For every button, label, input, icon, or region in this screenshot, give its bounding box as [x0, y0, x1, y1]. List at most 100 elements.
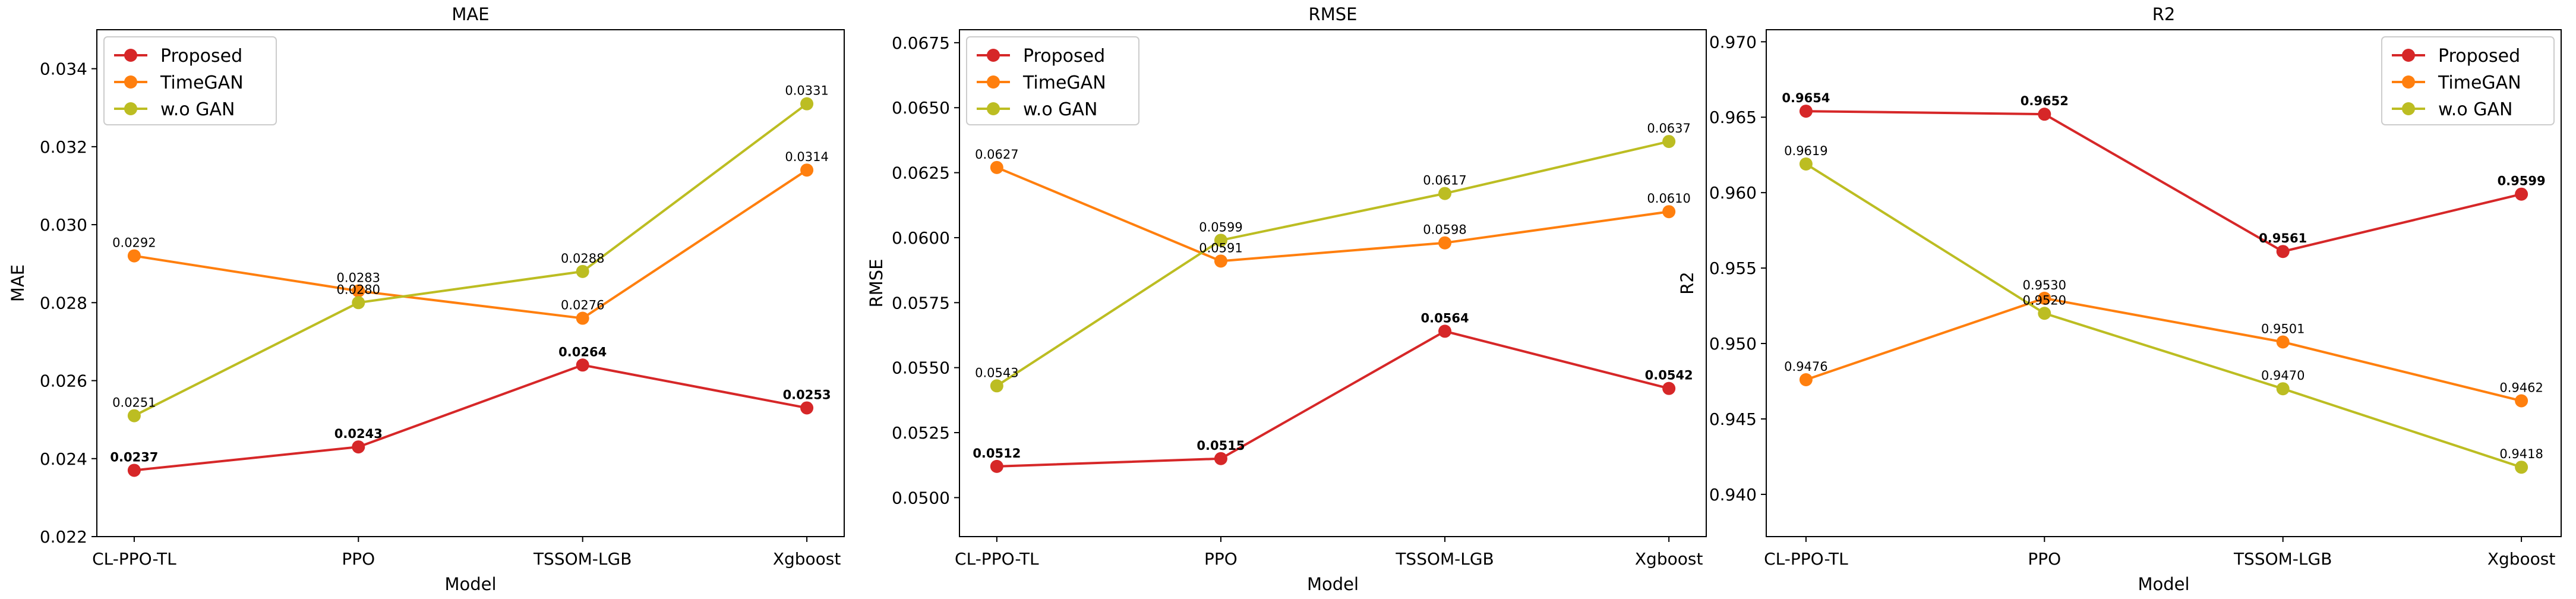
x-tick-label: CL-PPO-TL — [1764, 549, 1848, 569]
data-point — [2276, 382, 2290, 396]
data-label: 0.0627 — [975, 147, 1018, 162]
x-tick-label: TSSOM-LGB — [1395, 549, 1494, 569]
legend-box — [2381, 36, 2555, 125]
series-line-w-o-gan — [996, 140, 1669, 387]
data-point — [576, 358, 589, 372]
legend: Proposed TimeGAN w.o GAN — [103, 36, 277, 125]
data-label: 0.9520 — [2023, 293, 2066, 307]
x-tick-label: CL-PPO-TL — [955, 549, 1039, 569]
series-line-proposed — [1805, 110, 2522, 253]
data-point — [2276, 245, 2290, 258]
data-point — [2515, 187, 2528, 201]
x-axis-label: Model — [444, 574, 496, 594]
series-line-proposed — [134, 364, 807, 472]
series-line-w-o-gan — [133, 103, 808, 417]
series-line-timegan — [1805, 297, 2522, 402]
data-label: 0.0331 — [785, 84, 828, 98]
data-point — [1438, 236, 1452, 250]
data-point — [1662, 205, 1676, 219]
series-line-timegan — [996, 166, 1669, 263]
data-point — [2038, 291, 2051, 305]
data-label: 0.0292 — [112, 236, 156, 250]
series-line-w-o-gan — [1805, 163, 2522, 469]
data-label: 0.9470 — [2261, 368, 2304, 383]
y-tick-label: 0.970 — [1709, 32, 1757, 52]
legend-marker — [124, 75, 137, 89]
chart-rmse: RMSE 0.0500 0.0525 0.0550 0.0575 0.0600 0.0625… — [866, 4, 1707, 594]
x-tick-label: TSSOM-LGB — [2233, 549, 2332, 569]
x-tick-label: Xgboost — [2487, 549, 2556, 569]
data-point — [2038, 307, 2051, 320]
data-label: 0.0610 — [1647, 191, 1690, 206]
data-label: 0.9561 — [2259, 231, 2307, 245]
data-point — [2515, 461, 2528, 474]
y-axis-label: R2 — [1677, 272, 1697, 295]
x-tick-label: CL-PPO-TL — [92, 549, 176, 569]
legend-label: TimeGAN — [160, 72, 244, 93]
data-label: 0.0243 — [334, 427, 383, 441]
data-label: 0.0598 — [1423, 223, 1466, 237]
x-axis-label: Model — [2138, 574, 2189, 594]
chart-title: RMSE — [1309, 4, 1358, 24]
data-label: 0.0599 — [1199, 220, 1242, 234]
data-label: 0.9654 — [1782, 91, 1830, 105]
data-label: 0.9501 — [2261, 322, 2304, 336]
data-label: 0.0251 — [112, 396, 156, 410]
legend-marker — [987, 49, 1000, 62]
data-label: 0.0283 — [337, 271, 380, 285]
legend-marker — [2402, 49, 2415, 62]
data-point — [127, 464, 141, 477]
legend: Proposed TimeGAN w.o GAN — [2381, 36, 2555, 125]
y-tick-label: 0.0550 — [892, 358, 950, 378]
chart-title: MAE — [452, 4, 489, 24]
y-axis-label: RMSE — [866, 259, 886, 308]
data-label: 0.0637 — [1647, 121, 1690, 135]
y-tick-label: 0.940 — [1709, 485, 1757, 505]
data-point — [2515, 394, 2528, 408]
data-label: 0.9599 — [2498, 174, 2546, 188]
data-label: 0.9418 — [2499, 447, 2543, 461]
data-label: 0.0276 — [561, 298, 604, 313]
data-point — [1438, 324, 1452, 338]
data-point — [2038, 108, 2051, 121]
data-label: 0.9476 — [1784, 360, 1827, 374]
y-tick-label: 0.965 — [1709, 108, 1757, 127]
data-label: 0.0237 — [110, 450, 158, 464]
data-point — [800, 97, 814, 111]
data-point — [1214, 452, 1227, 465]
x-tick-label: PPO — [342, 549, 375, 569]
data-point — [990, 379, 1003, 393]
data-point — [127, 409, 141, 423]
data-point — [352, 284, 365, 298]
data-label: 0.9652 — [2021, 94, 2069, 108]
legend-label: Proposed — [160, 46, 242, 67]
x-tick-label: TSSOM-LGB — [533, 549, 632, 569]
data-label: 0.0264 — [558, 345, 607, 359]
data-point — [2276, 335, 2290, 349]
data-point — [352, 296, 365, 310]
data-label: 0.0543 — [975, 365, 1018, 380]
y-axis-label: MAE — [8, 264, 28, 302]
y-tick-label: 0.950 — [1709, 334, 1757, 354]
data-point — [127, 249, 141, 263]
y-tick-label: 0.0650 — [892, 98, 950, 118]
series-line-proposed — [996, 330, 1669, 468]
data-label: 0.0253 — [783, 387, 831, 402]
data-point — [990, 160, 1003, 174]
y-tick-label: 0.0525 — [892, 423, 950, 443]
data-point — [800, 401, 814, 415]
data-point — [1214, 234, 1227, 247]
data-label: 0.0591 — [1199, 241, 1242, 255]
legend: Proposed TimeGAN w.o GAN — [966, 36, 1139, 125]
x-axis-label: Model — [1307, 574, 1359, 594]
data-point — [800, 163, 814, 177]
data-label: 0.0288 — [561, 251, 604, 266]
chart-mae: MAE 0.022 0.024 0.026 0.028 0.030 0.032 0.034 CL… — [8, 4, 845, 594]
data-label: 0.0515 — [1197, 439, 1245, 453]
legend-label: w.o GAN — [2438, 99, 2512, 120]
y-tick-label: 0.028 — [40, 293, 87, 313]
x-tick-label: Xgboost — [1635, 549, 1703, 569]
legend-marker — [2402, 75, 2415, 89]
data-label: 0.0512 — [973, 446, 1021, 461]
